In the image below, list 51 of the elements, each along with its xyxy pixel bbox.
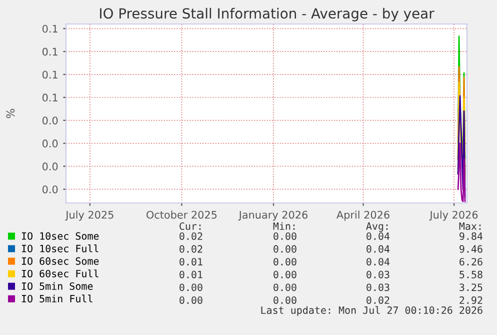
text: 9.84 bbox=[460, 232, 483, 240]
legend-label: IO 5min Full bbox=[22, 294, 92, 302]
y-tick-label: 0.1 bbox=[42, 94, 58, 102]
legend-label: IO 60sec Full bbox=[22, 270, 98, 278]
text: 0.00 bbox=[274, 245, 296, 253]
text: Min: bbox=[273, 222, 295, 230]
x-tick-label: January 2026 bbox=[238, 210, 308, 221]
text: 9.46 bbox=[460, 245, 482, 253]
text: 6.26 bbox=[460, 258, 482, 266]
y-tick-label: 0.1 bbox=[42, 48, 58, 56]
chart-title: IO Pressure Stall Information - Average - by year bbox=[100, 8, 434, 22]
text: Cur: bbox=[180, 222, 201, 230]
legend-label: IO 10sec Some bbox=[22, 232, 99, 240]
text: 2.92 bbox=[460, 296, 482, 304]
text: 0.00 bbox=[274, 284, 296, 292]
text: 0.02 bbox=[366, 296, 390, 304]
text: 0.04 bbox=[366, 258, 390, 266]
y-tick-label: 0.0 bbox=[42, 162, 58, 170]
text: 0.00 bbox=[180, 284, 202, 292]
legend-label: IO 5min Some bbox=[22, 282, 93, 290]
x-tick-label: April 2026 bbox=[336, 210, 390, 221]
text: Last update: Mon Jul 27 00:10:26 2026 bbox=[261, 306, 482, 316]
text: 0.02 bbox=[180, 232, 202, 240]
x-tick-label: October 2025 bbox=[146, 210, 217, 219]
text: 0.04 bbox=[366, 232, 390, 240]
text: 0.00 bbox=[274, 270, 296, 278]
y-tick-label: 0.0 bbox=[42, 185, 58, 194]
x-tick-label: July 2025 bbox=[65, 210, 114, 221]
text: 0.00 bbox=[274, 258, 296, 266]
text: 0.00 bbox=[180, 296, 202, 304]
legend-label: IO 60sec Some bbox=[22, 257, 99, 265]
y-tick-label: 0.0 bbox=[42, 116, 58, 124]
text: 0.04 bbox=[366, 245, 390, 253]
text: 0.03 bbox=[366, 284, 390, 292]
text: 0.00 bbox=[274, 232, 296, 240]
text: 0.02 bbox=[180, 245, 202, 253]
y-tick-label: 0.0 bbox=[42, 140, 58, 148]
legend-label: IO 10sec Full bbox=[22, 244, 98, 252]
text: Max: bbox=[459, 222, 481, 230]
text: 0.01 bbox=[180, 258, 202, 266]
y-tick-label: 0.1 bbox=[42, 24, 58, 33]
x-tick-label: July 2026 bbox=[429, 210, 478, 221]
text: 0.01 bbox=[180, 270, 202, 278]
text: 5.58 bbox=[460, 270, 482, 278]
line-series bbox=[457, 142, 466, 202]
text: Avg: bbox=[366, 222, 388, 232]
y-axis-title: % bbox=[6, 108, 15, 118]
text: 0.00 bbox=[274, 296, 296, 304]
y-tick-label: 0.1 bbox=[42, 70, 58, 79]
text: 0.03 bbox=[366, 270, 390, 278]
text: 3.25 bbox=[460, 284, 482, 292]
